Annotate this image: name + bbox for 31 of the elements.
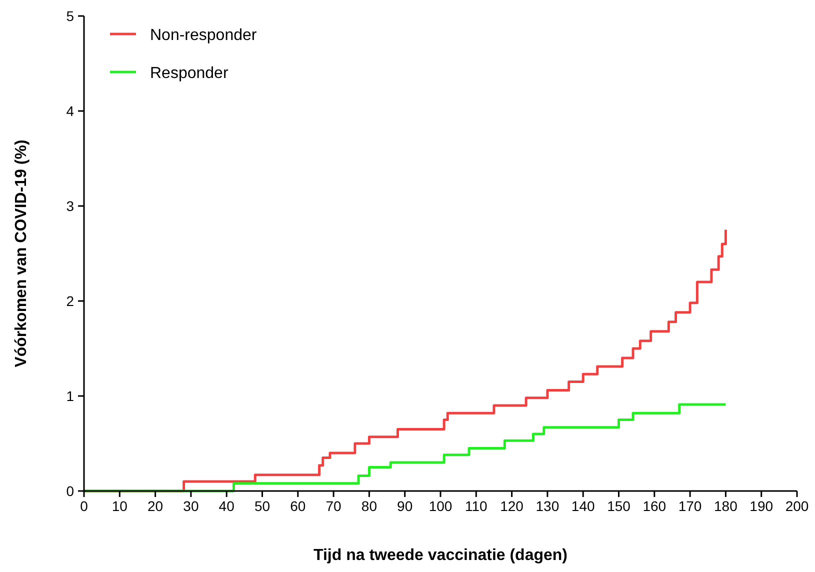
x-tick-label: 10 xyxy=(112,498,128,514)
y-tick-label: 4 xyxy=(66,103,74,119)
x-tick-label: 110 xyxy=(464,498,488,514)
legend-label: Non-responder xyxy=(150,27,258,44)
x-tick-label: 60 xyxy=(290,498,306,514)
x-tick-label: 180 xyxy=(714,498,738,514)
y-tick-label: 1 xyxy=(66,388,74,404)
x-tick-label: 190 xyxy=(750,498,774,514)
x-tick-label: 80 xyxy=(361,498,378,514)
x-axis-title: Tijd na tweede vaccinatie (dagen) xyxy=(314,547,568,564)
x-tick-label: 160 xyxy=(642,498,666,514)
x-tick-label: 100 xyxy=(428,498,452,514)
y-tick-label: 0 xyxy=(66,483,74,499)
x-tick-label: 0 xyxy=(80,498,88,514)
x-tick-label: 200 xyxy=(785,498,809,514)
y-tick-label: 3 xyxy=(66,198,74,214)
x-tick-label: 30 xyxy=(183,498,199,514)
x-tick-label: 70 xyxy=(326,498,342,514)
x-tick-label: 20 xyxy=(148,498,164,514)
x-tick-label: 40 xyxy=(218,498,235,514)
x-tick-label: 50 xyxy=(254,498,270,514)
legend-label: Responder xyxy=(150,65,229,82)
x-tick-label: 120 xyxy=(500,498,524,514)
x-tick-label: 150 xyxy=(607,498,631,514)
y-axis-title: Vóórkomen van COVID-19 (%) xyxy=(13,140,30,368)
y-tick-label: 5 xyxy=(66,8,74,24)
x-tick-label: 130 xyxy=(536,498,560,514)
x-tick-label: 140 xyxy=(571,498,595,514)
x-tick-label: 170 xyxy=(678,498,702,514)
y-tick-label: 2 xyxy=(66,293,74,309)
x-tick-label: 90 xyxy=(397,498,413,514)
